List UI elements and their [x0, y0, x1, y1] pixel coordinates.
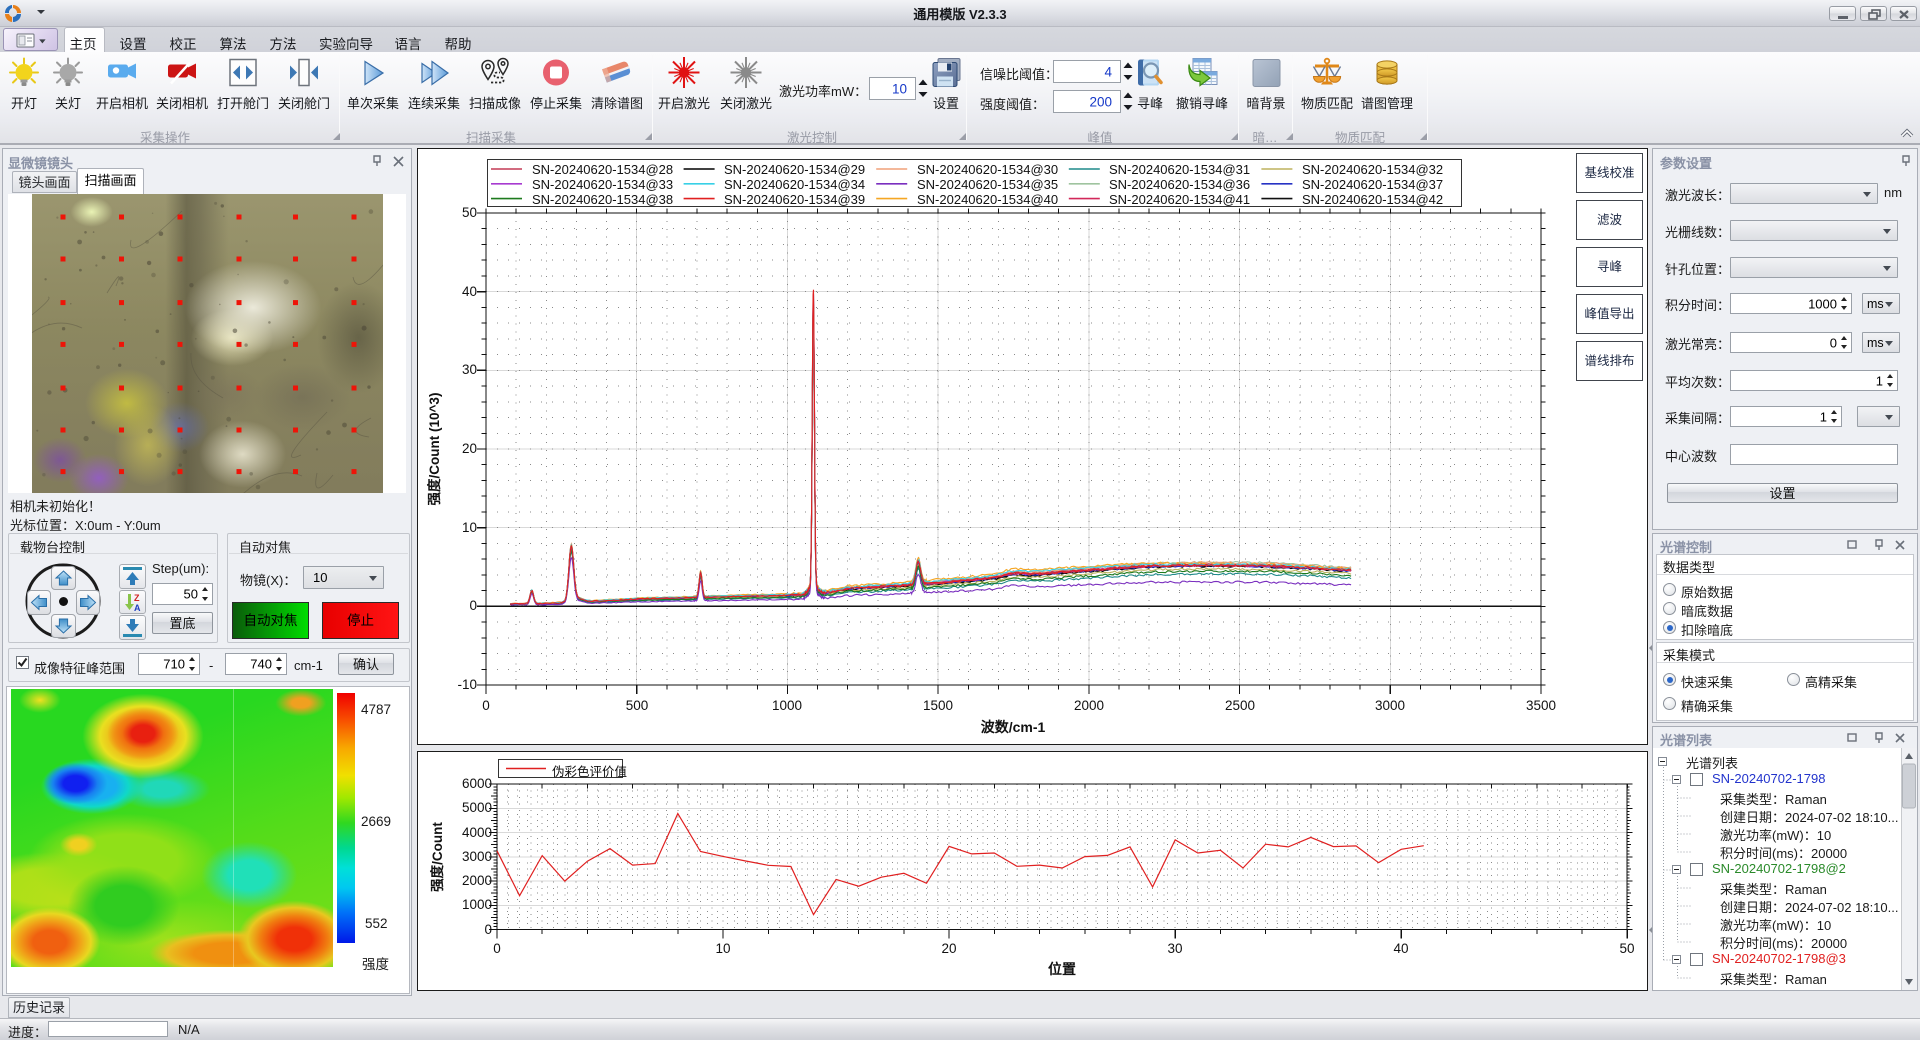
svg-text:Z: Z: [134, 593, 140, 603]
svg-text:A: A: [134, 603, 141, 613]
